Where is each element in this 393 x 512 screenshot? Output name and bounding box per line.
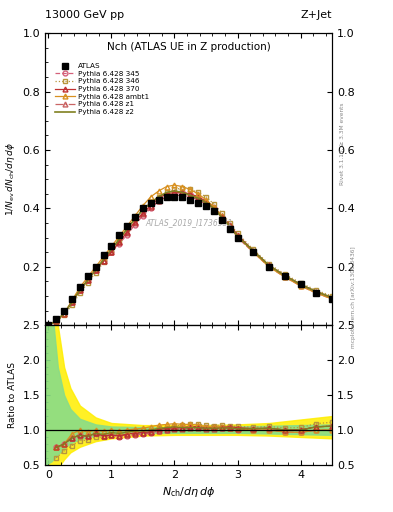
Text: ATLAS_2019_I1736531: ATLAS_2019_I1736531	[145, 219, 232, 227]
X-axis label: $N_\mathrm{ch}/d\eta\,d\phi$: $N_\mathrm{ch}/d\eta\,d\phi$	[162, 485, 215, 499]
Y-axis label: Ratio to ATLAS: Ratio to ATLAS	[8, 362, 17, 428]
Legend: ATLAS, Pythia 6.428 345, Pythia 6.428 346, Pythia 6.428 370, Pythia 6.428 ambt1,: ATLAS, Pythia 6.428 345, Pythia 6.428 34…	[51, 60, 152, 118]
Y-axis label: $1/N_\mathrm{ev}\,dN_\mathrm{ch}/d\eta\,d\phi$: $1/N_\mathrm{ev}\,dN_\mathrm{ch}/d\eta\,…	[4, 142, 17, 217]
Text: Z+Jet: Z+Jet	[301, 10, 332, 20]
Text: Nch (ATLAS UE in Z production): Nch (ATLAS UE in Z production)	[107, 42, 270, 52]
Text: Rivet 3.1.10, ≥ 3.3M events: Rivet 3.1.10, ≥ 3.3M events	[340, 102, 345, 185]
Text: 13000 GeV pp: 13000 GeV pp	[45, 10, 124, 20]
Text: mcplots.cern.ch [arXiv:1306.3436]: mcplots.cern.ch [arXiv:1306.3436]	[351, 246, 356, 348]
